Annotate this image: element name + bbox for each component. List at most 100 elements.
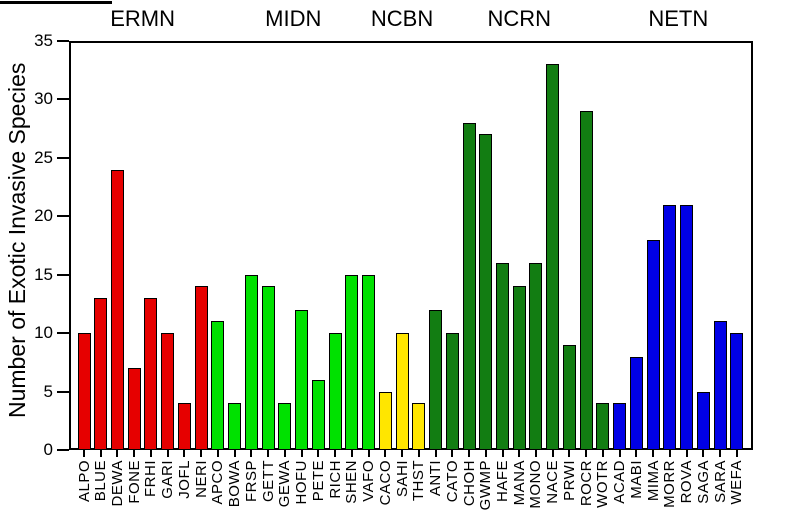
- x-tick: [99, 450, 102, 457]
- x-tick: [116, 450, 119, 457]
- x-tick: [334, 450, 337, 457]
- x-tick-label-SHEN: SHEN: [343, 460, 361, 504]
- x-tick: [735, 450, 738, 457]
- x-tick: [166, 450, 169, 457]
- x-tick-label-CHOH: CHOH: [460, 460, 478, 507]
- x-tick: [568, 450, 571, 457]
- bar-NERI: [194, 286, 208, 450]
- x-tick: [417, 450, 420, 457]
- x-tick-label-HAFE: HAFE: [494, 460, 511, 503]
- x-tick-label-WOTR: WOTR: [594, 460, 612, 508]
- bar-VAFO: [362, 274, 376, 450]
- x-tick-label-JOFL: JOFL: [175, 460, 193, 499]
- x-tick: [551, 450, 554, 457]
- x-tick: [200, 450, 203, 457]
- x-tick: [501, 450, 504, 457]
- y-tick-label: 15: [34, 264, 53, 284]
- x-tick: [601, 450, 604, 457]
- bar-GETT: [261, 286, 275, 450]
- y-tick: [57, 273, 69, 276]
- x-tick: [216, 450, 219, 457]
- bar-CATO: [445, 333, 459, 450]
- y-tick: [57, 156, 69, 159]
- y-tick-label: 20: [34, 206, 53, 226]
- x-tick: [267, 450, 270, 457]
- y-axis-title: Number of Exotic Invasive Species: [4, 62, 30, 418]
- x-tick-label-GETT: GETT: [259, 460, 277, 502]
- y-tick-label: 0: [43, 440, 53, 459]
- x-tick: [149, 450, 152, 457]
- bar-FRHI: [144, 298, 158, 450]
- x-tick: [702, 450, 705, 457]
- x-tick-label-MIMA: MIMA: [644, 460, 662, 502]
- x-tick-label-CACO: CACO: [376, 460, 394, 506]
- x-tick: [350, 450, 353, 457]
- x-tick-label-GARI: GARI: [159, 460, 177, 499]
- bar-PETE: [311, 379, 325, 450]
- bar-MABI: [629, 356, 643, 450]
- x-tick-label-ROCR: ROCR: [577, 460, 595, 507]
- x-tick-label-WEFA: WEFA: [728, 460, 746, 505]
- x-tick-label-GWMP: GWMP: [477, 460, 495, 511]
- x-tick-label-NACE: NACE: [544, 460, 562, 504]
- x-tick: [468, 450, 471, 457]
- x-tick: [685, 450, 688, 457]
- x-tick: [451, 450, 454, 457]
- x-tick: [518, 450, 521, 457]
- bar-ACAD: [613, 403, 627, 450]
- x-tick-label-MABI: MABI: [627, 460, 645, 499]
- bar-MONO: [529, 263, 543, 450]
- x-tick-label-MANA: MANA: [510, 460, 528, 506]
- bar-FRSP: [244, 274, 258, 450]
- x-tick-label-ALPO: ALPO: [75, 460, 93, 503]
- x-tick: [635, 450, 638, 457]
- x-tick: [401, 450, 404, 457]
- bar-DEWA: [110, 169, 124, 450]
- bar-CHOH: [462, 122, 476, 450]
- x-tick-label-ANTI: ANTI: [427, 460, 445, 497]
- y-tick: [57, 215, 69, 218]
- y-tick-label: 5: [43, 381, 53, 401]
- bar-ANTI: [429, 309, 443, 450]
- bar-WEFA: [730, 333, 744, 450]
- y-tick: [57, 449, 69, 451]
- bar-ALPO: [77, 333, 91, 450]
- x-tick-label-THST: THST: [410, 460, 428, 502]
- bar-MORR: [663, 204, 677, 450]
- x-tick-label-MORR: MORR: [661, 460, 679, 508]
- x-tick: [367, 450, 370, 457]
- x-tick: [384, 450, 387, 457]
- x-tick-label-PRWI: PRWI: [560, 460, 578, 501]
- x-tick-label-PETE: PETE: [309, 460, 327, 502]
- x-tick-label-VAFO: VAFO: [360, 460, 378, 502]
- bar-PRWI: [562, 344, 576, 450]
- x-tick-label-GEWA: GEWA: [276, 460, 294, 508]
- bar-BOWA: [228, 403, 242, 450]
- bar-WOTR: [596, 403, 610, 450]
- x-tick-label-BLUE: BLUE: [92, 460, 110, 502]
- bar-ROCR: [579, 111, 593, 450]
- x-tick-label-ROVA: ROVA: [678, 460, 696, 504]
- y-tick: [57, 390, 69, 393]
- x-tick-label-FONE: FONE: [125, 460, 143, 504]
- x-tick-label-ACAD: ACAD: [611, 460, 629, 504]
- bar-THST: [412, 403, 426, 450]
- x-tick: [719, 450, 722, 457]
- x-tick-label-SARA: SARA: [711, 460, 729, 503]
- bar-GEWA: [278, 403, 292, 450]
- x-tick: [83, 450, 85, 457]
- x-tick: [668, 450, 671, 457]
- x-tick-label-SAHI: SAHI: [393, 460, 411, 498]
- bar-JOFL: [177, 403, 191, 450]
- x-tick-label-BOWA: BOWA: [226, 460, 244, 508]
- bar-HOFU: [295, 309, 309, 450]
- y-tick-label: 30: [34, 89, 53, 109]
- group-label-MIDN: MIDN: [265, 6, 322, 31]
- x-tick: [434, 450, 437, 457]
- bar-SAHI: [395, 333, 409, 450]
- x-tick-label-SAGA: SAGA: [694, 460, 712, 504]
- x-tick: [233, 450, 236, 457]
- x-tick: [300, 450, 303, 457]
- bar-MANA: [512, 286, 526, 450]
